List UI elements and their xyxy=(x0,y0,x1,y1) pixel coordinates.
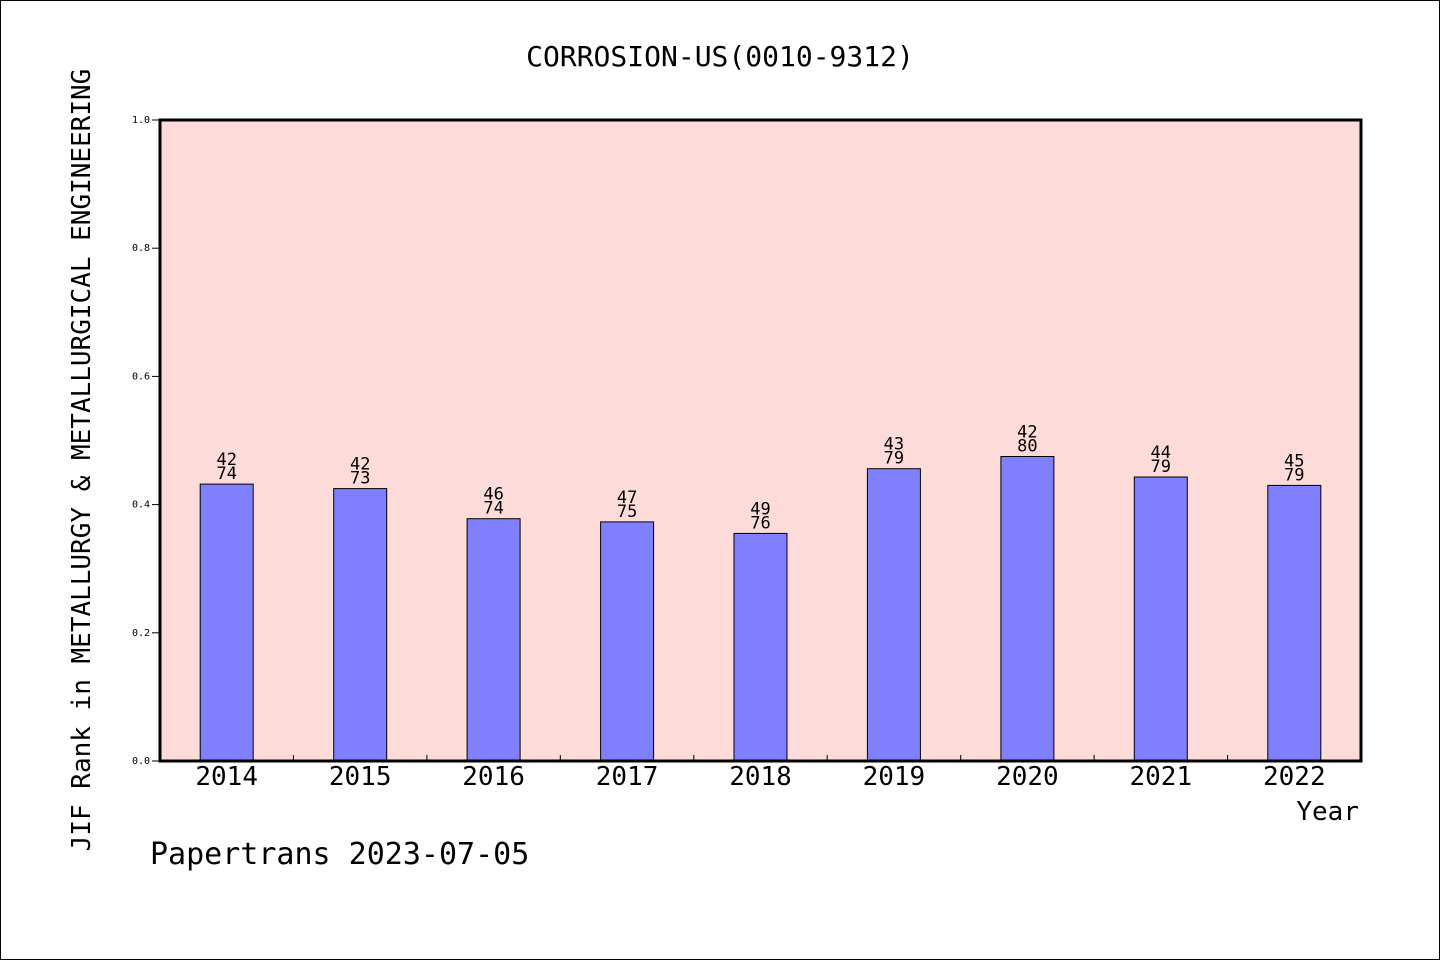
x-tick-label: 2021 xyxy=(1129,762,1192,792)
bar-2015 xyxy=(333,488,388,762)
bar-2017 xyxy=(600,521,655,762)
bar-rank-label: 42 xyxy=(1017,423,1037,443)
x-axis: 2014 2015 2016 2017 2018 2019 2020 2021 2022 xyxy=(195,755,1326,792)
bar-total-label: 79 xyxy=(1151,457,1171,477)
bars-group xyxy=(199,456,1322,762)
plot-border xyxy=(158,118,1363,763)
y-tick-label: 0.8 xyxy=(132,243,150,254)
bar-rank-label: 42 xyxy=(350,455,370,475)
bar-total-label: 80 xyxy=(1017,437,1037,457)
footer-stamp: Papertrans 2023-07-05 xyxy=(150,837,529,872)
bar-2019 xyxy=(866,468,921,762)
bar-rank-label: 44 xyxy=(1151,443,1171,463)
bar-total-label: 74 xyxy=(216,464,236,484)
bar-rank-label: 42 xyxy=(216,450,236,470)
bar-total-label: 79 xyxy=(1284,465,1304,485)
x-tick-label: 2014 xyxy=(195,762,258,792)
bar-total-label: 75 xyxy=(617,502,637,522)
x-tick-label: 2019 xyxy=(863,762,926,792)
x-tick-label: 2022 xyxy=(1263,762,1326,792)
bar-2021 xyxy=(1133,476,1188,762)
y-tick-label: 1.0 xyxy=(132,115,150,126)
y-axis-label: JIF Rank in METALLURGY & METALLURGICAL E… xyxy=(67,69,97,852)
x-tick-label: 2015 xyxy=(329,762,392,792)
bar-total-label: 74 xyxy=(483,499,503,519)
bar-rank-label: 46 xyxy=(483,485,503,505)
bar-2022 xyxy=(1267,484,1322,762)
bar-rank-label: 47 xyxy=(617,488,637,508)
bar-total-label: 76 xyxy=(750,513,770,533)
bar-2016 xyxy=(466,518,521,762)
y-tick-label: 0.0 xyxy=(132,756,150,767)
chart-title: CORROSION-US(0010-9312) xyxy=(526,40,914,73)
x-tick-label: 2016 xyxy=(462,762,525,792)
bar-rank-label: 49 xyxy=(750,499,770,519)
y-axis: 0.0 0.2 0.4 0.6 0.8 1.0 xyxy=(132,115,160,767)
bar-total-label: 73 xyxy=(350,469,370,489)
bar-total-label: 79 xyxy=(884,449,904,469)
x-axis-label: Year xyxy=(1296,797,1359,827)
y-tick-label: 0.6 xyxy=(132,371,150,382)
bar-rank-label: 43 xyxy=(884,435,904,455)
x-tick-label: 2018 xyxy=(729,762,792,792)
bar-2014 xyxy=(199,483,254,762)
bar-2020 xyxy=(1000,456,1055,762)
y-tick-label: 0.4 xyxy=(132,500,150,511)
x-tick-label: 2020 xyxy=(996,762,1059,792)
bar-rank-label: 45 xyxy=(1284,451,1304,471)
y-tick-label: 0.2 xyxy=(132,628,150,639)
bar-2018 xyxy=(733,532,788,762)
x-tick-label: 2017 xyxy=(596,762,659,792)
